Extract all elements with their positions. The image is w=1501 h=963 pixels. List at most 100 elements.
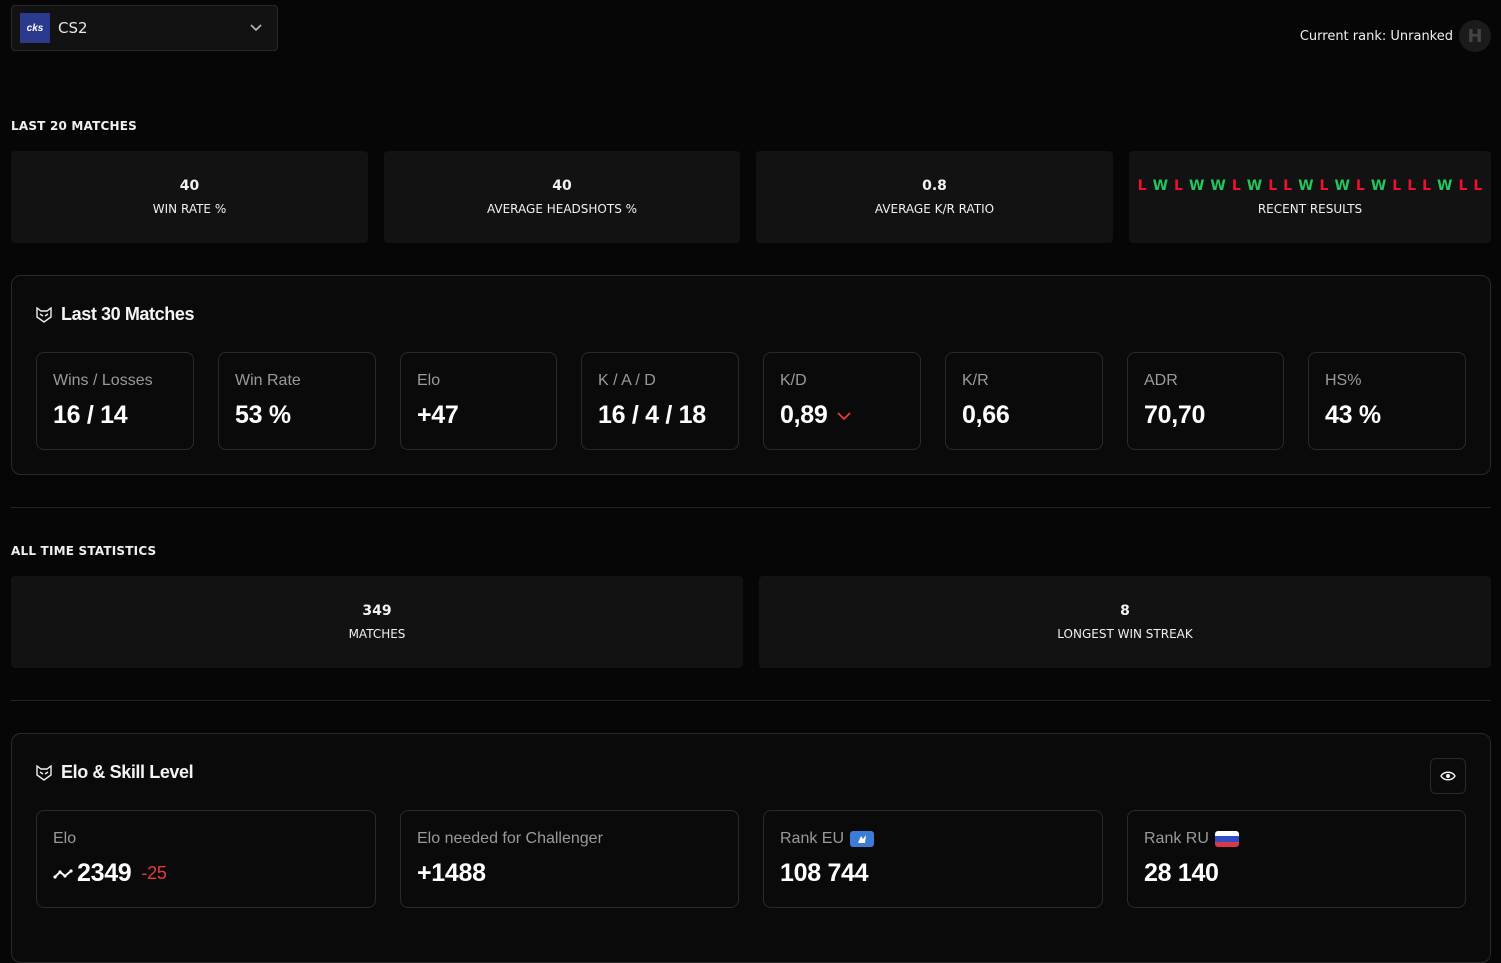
- stat-value: 40: [552, 178, 572, 194]
- panel-title-text: Last 30 Matches: [61, 304, 195, 324]
- card-label: Elo needed for Challenger: [417, 830, 603, 847]
- card-value: 16 / 14: [53, 401, 128, 429]
- card-value: 2349 -25: [53, 859, 359, 888]
- card-value: 43 %: [1325, 401, 1381, 429]
- last-30-matches-panel: Last 30 Matches Wins / Losses 16 / 14 Wi…: [11, 275, 1491, 475]
- stat-label: LONGEST WIN STREAK: [1057, 627, 1193, 641]
- current-rank: Current rank: Unranked H: [1300, 20, 1491, 52]
- elo-skill-panel: Elo & Skill Level Elo 2349 -25 Elo neede…: [11, 733, 1491, 963]
- wolf-logo-icon: [36, 306, 52, 323]
- ru-flag-icon: [1214, 831, 1239, 847]
- game-selector[interactable]: cks CS2: [11, 5, 278, 51]
- card-label: K / A / D: [598, 372, 656, 389]
- stat-tile-matches: 349 MATCHES: [11, 576, 743, 668]
- card-value: 16 / 4 / 18: [598, 401, 706, 429]
- stat-value: 349: [362, 603, 392, 619]
- card-value: +1488: [417, 859, 486, 887]
- stat-tile-kr-ratio: 0.8 AVERAGE K/R RATIO: [756, 151, 1113, 243]
- result-loss: L: [1174, 178, 1183, 194]
- stat-card-kr: K/R 0,66: [945, 352, 1103, 450]
- card-value: 0,66: [962, 401, 1010, 429]
- card-value: +47: [417, 401, 459, 429]
- card-label: Elo: [417, 372, 441, 389]
- elo-needed-card: Elo needed for Challenger +1488: [400, 810, 739, 908]
- result-loss: L: [1268, 178, 1278, 194]
- card-label: K/R: [962, 372, 989, 389]
- stat-label: AVERAGE K/R RATIO: [874, 202, 995, 216]
- elo-card: Elo 2349 -25: [36, 810, 376, 908]
- chevron-down-icon: [250, 24, 262, 32]
- rank-badge-icon: H: [1459, 20, 1491, 52]
- panel-title: Last 30 Matches: [36, 304, 194, 325]
- rank-eu-card: Rank EU 108 744: [763, 810, 1103, 908]
- card-value: 28 140: [1144, 859, 1219, 887]
- stat-label: MATCHES: [348, 627, 406, 641]
- card-label: Win Rate: [235, 372, 301, 389]
- card-value-text: 0,89: [780, 401, 828, 429]
- result-loss: L: [1473, 178, 1483, 194]
- game-selector-value: CS2: [58, 19, 88, 37]
- eu-flag-icon: [850, 831, 875, 847]
- card-value: 0,89: [780, 401, 904, 430]
- stat-value: 0.8: [922, 178, 947, 194]
- card-label: HS%: [1325, 372, 1362, 389]
- card-label-text: Rank RU: [1144, 830, 1209, 847]
- stat-card-kd: K/D 0,89: [763, 352, 921, 450]
- result-loss: L: [1458, 178, 1468, 194]
- result-win: W: [1188, 178, 1205, 194]
- elo-value: 2349: [77, 859, 132, 887]
- rank-ru-card: Rank RU 28 140: [1127, 810, 1466, 908]
- card-label-text: Rank EU: [780, 830, 845, 847]
- card-value: 53 %: [235, 401, 291, 429]
- result-win: W: [1246, 178, 1263, 194]
- stat-tile-win-rate: 40 WIN RATE %: [11, 151, 368, 243]
- result-loss: L: [1319, 178, 1329, 194]
- stat-card-adr: ADR 70,70: [1127, 352, 1284, 450]
- stat-tile-longest-win-streak: 8 LONGEST WIN STREAK: [759, 576, 1491, 668]
- stat-card-kad: K / A / D 16 / 4 / 18: [581, 352, 739, 450]
- section-title-last-20: LAST 20 MATCHES: [11, 119, 137, 133]
- divider: [11, 507, 1491, 508]
- result-win: W: [1298, 178, 1314, 194]
- stat-value: 8: [1120, 603, 1130, 619]
- stat-card-win-rate: Win Rate 53 %: [218, 352, 376, 450]
- result-loss: L: [1283, 178, 1293, 194]
- card-label: Elo: [53, 830, 77, 847]
- result-win: W: [1210, 178, 1226, 194]
- stat-tile-headshots: 40 AVERAGE HEADSHOTS %: [384, 151, 740, 243]
- stat-card-elo: Elo +47: [400, 352, 557, 450]
- stat-card-hs: HS% 43 %: [1308, 352, 1466, 450]
- toggle-visibility-button[interactable]: [1430, 758, 1466, 794]
- result-win: W: [1437, 178, 1453, 194]
- result-loss: L: [1355, 178, 1365, 194]
- section-title-all-time: ALL TIME STATISTICS: [11, 544, 157, 558]
- stat-label: WIN RATE %: [152, 202, 227, 216]
- trend-line-icon: [53, 868, 73, 879]
- eye-icon: [1440, 771, 1456, 781]
- game-logo: cks: [20, 13, 50, 43]
- card-label: Rank EU: [780, 829, 1086, 849]
- stat-label: AVERAGE HEADSHOTS %: [486, 202, 638, 216]
- card-value: 70,70: [1144, 401, 1206, 429]
- card-label: Rank RU: [1144, 829, 1449, 849]
- card-label: Wins / Losses: [53, 372, 153, 389]
- result-loss: L: [1137, 178, 1147, 194]
- card-label: ADR: [1144, 372, 1178, 389]
- stat-label: RECENT RESULTS: [1257, 202, 1363, 216]
- elo-delta: -25: [141, 863, 167, 883]
- result-loss: L: [1231, 178, 1241, 194]
- wolf-logo-icon: [36, 764, 52, 781]
- panel-title-text: Elo & Skill Level: [61, 762, 194, 782]
- current-rank-text: Current rank: Unranked: [1299, 28, 1453, 44]
- result-loss: L: [1392, 178, 1402, 194]
- result-loss: L: [1422, 178, 1432, 194]
- result-loss: L: [1407, 178, 1417, 194]
- stat-card-wins-losses: Wins / Losses 16 / 14: [36, 352, 194, 450]
- card-value: 108 744: [780, 859, 869, 887]
- result-win: W: [1152, 178, 1169, 194]
- result-win: W: [1334, 178, 1350, 194]
- trend-down-icon: [837, 411, 852, 420]
- result-win: W: [1370, 178, 1387, 194]
